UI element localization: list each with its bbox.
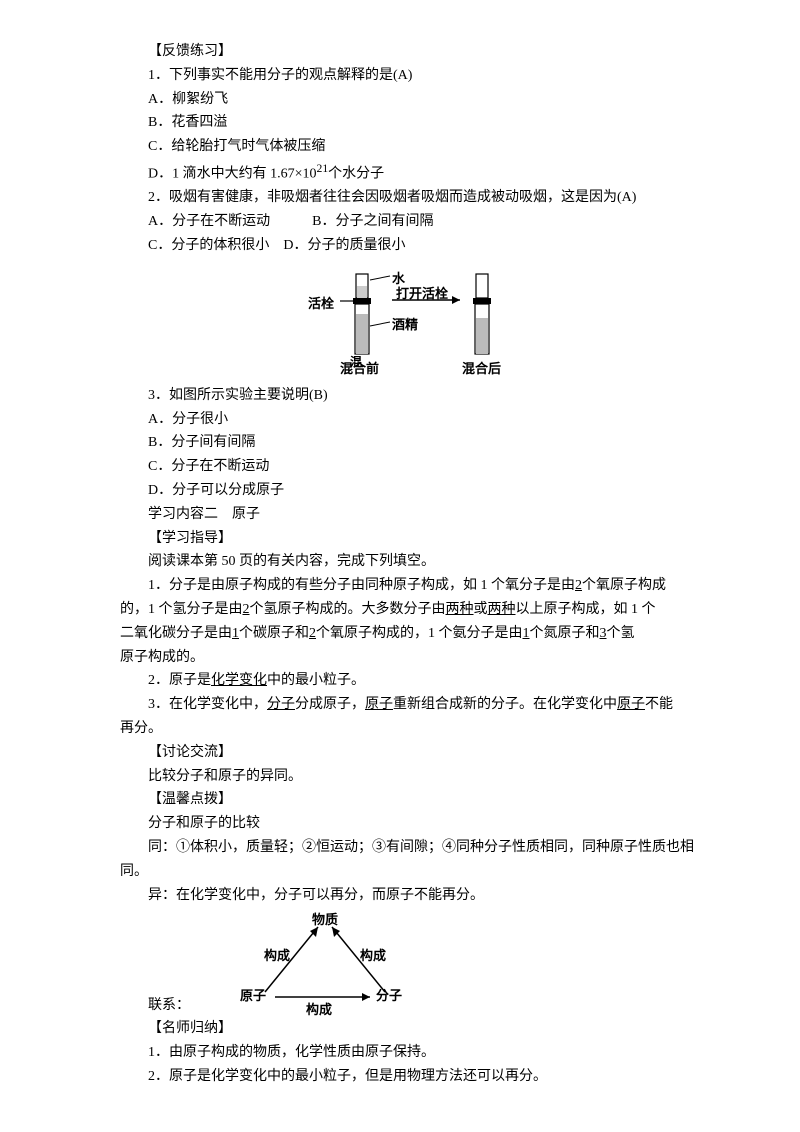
label-compose-3: 构成 [306, 999, 332, 1021]
option-3a: A．分子很小 [120, 408, 700, 432]
teacher-title: 【名师归纳】 [120, 1017, 700, 1041]
tips-same: 同：①体积小，质量轻；②恒运动；③有间隙；④同种分子性质相同，同种原子性质也相同… [120, 836, 700, 884]
p3u1: 分子 [267, 697, 295, 712]
label-before: 混合前 [340, 358, 379, 380]
p1u4: 两种 [488, 602, 516, 617]
section-title: 【反馈练习】 [120, 40, 700, 64]
p3a: 3．在化学变化中， [148, 697, 267, 712]
p1c: 的，1 个氢分子是由 [120, 602, 243, 617]
triangle-diagram: 物质 原子 分子 构成 构成 构成 [230, 907, 420, 1017]
label-after: 混合后 [462, 358, 501, 380]
p3c: 重新组合成新的分子。在化学变化中 [393, 697, 617, 712]
teacher-1: 1．由原子构成的物质，化学性质由原子保持。 [120, 1041, 700, 1065]
option-1d-post: 个水分子 [328, 167, 384, 182]
p2u1: 化学变化 [211, 673, 267, 688]
label-alcohol: 酒精 [392, 314, 418, 336]
label-stopper: 活栓 [308, 293, 334, 315]
p3u3: 原子 [617, 697, 645, 712]
p1e: 或 [474, 602, 488, 617]
para-1-line2: 的，1 个氢分子是由2个氢原子构成的。大多数分子由两种或两种以上原子构成，如 1… [120, 598, 700, 622]
label-compose-1: 构成 [264, 945, 290, 967]
p1u1: 2 [575, 578, 582, 593]
p1u5: 1 [232, 626, 239, 641]
p1b: 个氧原子构成 [582, 578, 666, 593]
discuss-text: 比较分子和原子的异同。 [120, 765, 700, 789]
p3b: 分成原子， [295, 697, 365, 712]
option-1c: C．给轮胎打气时气体被压缩 [120, 135, 700, 159]
p1u2: 2 [243, 602, 250, 617]
label-matter: 物质 [312, 909, 338, 931]
guide-text: 阅读课本第 50 页的有关内容，完成下列填空。 [120, 550, 700, 574]
para-1-line3: 二氧化碳分子是由1个碳原子和2个氧原子构成的，1 个氨分子是由1个氮原子和3个氢 [120, 622, 700, 646]
option-1b: B．花香四溢 [120, 111, 700, 135]
p1u3: 两种 [446, 602, 474, 617]
p1u6: 2 [309, 626, 316, 641]
tips-text1: 分子和原子的比较 [120, 812, 700, 836]
label-atom: 原子 [240, 985, 266, 1007]
tips-diff: 异：在化学变化中，分子可以再分，而原子不能再分。 [120, 884, 700, 908]
option-2cd: C．分子的体积很小 D．分子的质量很小 [120, 234, 700, 258]
question-3: 3．如图所示实验主要说明(B) [120, 384, 700, 408]
option-3c: C．分子在不断运动 [120, 455, 700, 479]
option-1d-pre: D．1 滴水中大约有 1.67×10 [148, 167, 317, 182]
option-3b: B．分子间有间隔 [120, 431, 700, 455]
option-2d: D．分子的质量很小 [283, 238, 405, 253]
p1u8: 3 [600, 626, 607, 641]
label-open: 打开活栓 [396, 283, 448, 305]
option-1d: D．1 滴水中大约有 1.67×1021个水分子 [120, 159, 700, 186]
guide-title: 【学习指导】 [120, 527, 700, 551]
p1a: 1．分子是由原子构成的有些分子由同种原子构成，如 1 个氧分子是由 [148, 578, 575, 593]
option-1a: A．柳絮纷飞 [120, 88, 700, 112]
para-3-line2: 再分。 [120, 717, 700, 741]
p2a: 2．原子是 [148, 673, 211, 688]
p1g: 二氧化碳分子是由 [120, 626, 232, 641]
discuss-title: 【讨论交流】 [120, 741, 700, 765]
question-1: 1．下列事实不能用分子的观点解释的是(A) [120, 64, 700, 88]
option-2c: C．分子的体积很小 [148, 238, 269, 253]
p3d: 不能 [645, 697, 673, 712]
p1u7: 1 [523, 626, 530, 641]
option-3d: D．分子可以分成原子 [120, 479, 700, 503]
para-3-line1: 3．在化学变化中，分子分成原子，原子重新组合成新的分子。在化学变化中原子不能 [120, 693, 700, 717]
connect-label: 联系： [120, 994, 190, 1018]
p1j: 个氮原子和 [530, 626, 600, 641]
p1f: 以上原子构成，如 1 个 [516, 602, 656, 617]
p2b: 中的最小粒子。 [267, 673, 365, 688]
p3u2: 原子 [365, 697, 393, 712]
p1i: 个氧原子构成的，1 个氨分子是由 [316, 626, 523, 641]
para-1-line1: 1．分子是由原子构成的有些分子由同种原子构成，如 1 个氧分子是由2个氧原子构成 [120, 574, 700, 598]
label-molecule: 分子 [376, 985, 402, 1007]
option-1d-sup: 21 [317, 162, 329, 175]
option-2a: A．分子在不断运动 [148, 214, 270, 229]
experiment-diagram: 混 水 活栓 打开活栓 酒精 混合前 混合后 [120, 266, 700, 376]
tips-title: 【温馨点拨】 [120, 788, 700, 812]
option-2b: B．分子之间有间隔 [312, 214, 433, 229]
teacher-2: 2．原子是化学变化中的最小粒子，但是用物理方法还可以再分。 [120, 1065, 700, 1089]
option-2ab: A．分子在不断运动 B．分子之间有间隔 [120, 210, 700, 234]
question-2: 2．吸烟有害健康，非吸烟者往往会因吸烟者吸烟而造成被动吸烟，这是因为(A) [120, 186, 700, 210]
p1h: 个碳原子和 [239, 626, 309, 641]
para-2: 2．原子是化学变化中的最小粒子。 [120, 669, 700, 693]
topic-2: 学习内容二 原子 [120, 503, 700, 527]
p1d: 个氢原子构成的。大多数分子由 [250, 602, 446, 617]
p1k: 个氢 [607, 626, 635, 641]
label-compose-2: 构成 [360, 945, 386, 967]
para-1-line4: 原子构成的。 [120, 646, 700, 670]
